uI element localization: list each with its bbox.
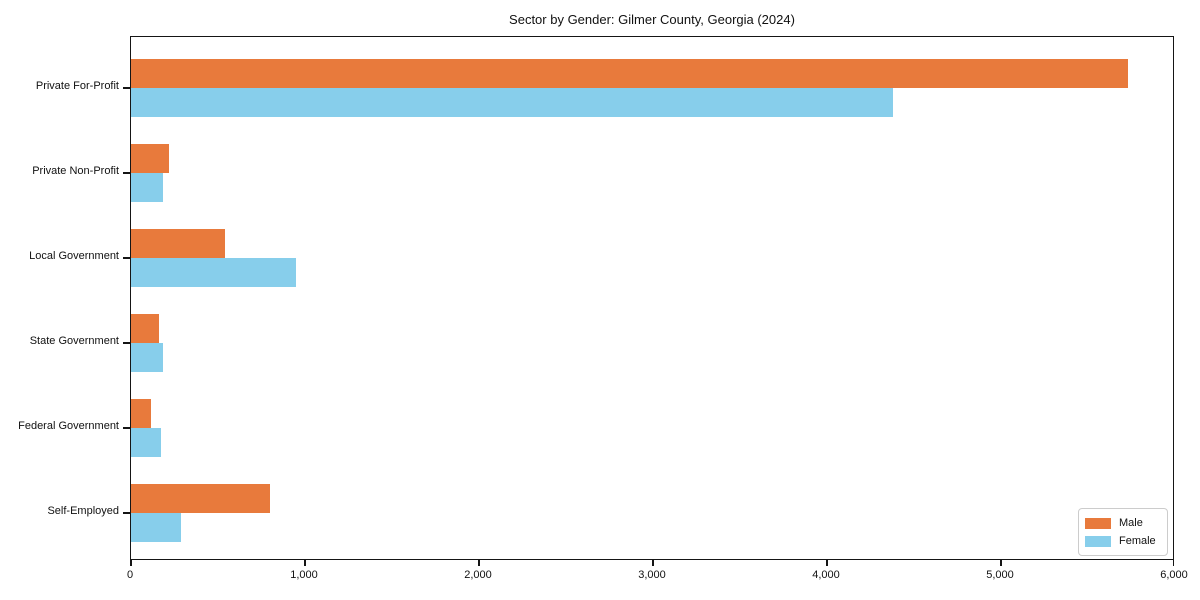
x-tick-5000 [1000,560,1002,566]
plot-area [130,36,1174,560]
bar-male-state-government [131,314,159,343]
legend-item-female: Female [1085,532,1159,550]
x-axis-label-1000: 1,000 [290,569,318,581]
legend-label-male: Male [1119,517,1143,529]
legend-swatch-female [1085,535,1111,547]
y-axis-label-state-government: State Government [29,335,119,347]
bar-female-private-for-profit [131,88,894,117]
bar-female-state-government [131,343,164,372]
x-tick-6000 [1172,560,1174,566]
x-axis-label-5000: 5,000 [986,569,1014,581]
x-axis-label-0: 0 [126,569,134,581]
y-axis-label-federal-government: Federal Government [18,420,119,432]
legend-label-female: Female [1119,535,1156,547]
legend: Male Female [1078,508,1168,556]
bar-male-self-employed [131,484,271,513]
y-tick-private-for-profit [123,87,130,89]
bar-female-local-government [131,258,297,287]
x-axis-label-6000: 6,000 [1160,569,1188,581]
legend-item-male: Male [1085,514,1159,532]
bar-female-private-non-profit [131,173,164,202]
y-tick-private-non-profit [123,172,130,174]
legend-swatch-male [1085,517,1111,529]
x-tick-0 [130,560,132,566]
y-tick-state-government [123,342,130,344]
bar-male-local-government [131,229,225,258]
y-tick-local-government [123,257,130,259]
bar-male-private-for-profit [131,59,1128,88]
y-axis-label-self-employed: Self-Employed [47,505,119,517]
x-tick-3000 [652,560,654,566]
x-tick-2000 [478,560,480,566]
y-tick-self-employed [123,512,130,514]
y-axis-label-local-government: Local Government [29,250,119,262]
bar-female-federal-government [131,428,161,457]
y-axis-label-private-non-profit: Private Non-Profit [32,165,119,177]
bar-male-private-non-profit [131,144,170,173]
x-axis-label-4000: 4,000 [812,569,840,581]
chart-title: Sector by Gender: Gilmer County, Georgia… [509,12,795,27]
x-axis-label-3000: 3,000 [638,569,666,581]
x-axis-label-2000: 2,000 [464,569,492,581]
x-tick-4000 [826,560,828,566]
y-axis-label-private-for-profit: Private For-Profit [35,80,119,92]
x-tick-1000 [304,560,306,566]
bar-female-self-employed [131,513,181,542]
y-tick-federal-government [123,427,130,429]
bar-male-federal-government [131,399,151,428]
